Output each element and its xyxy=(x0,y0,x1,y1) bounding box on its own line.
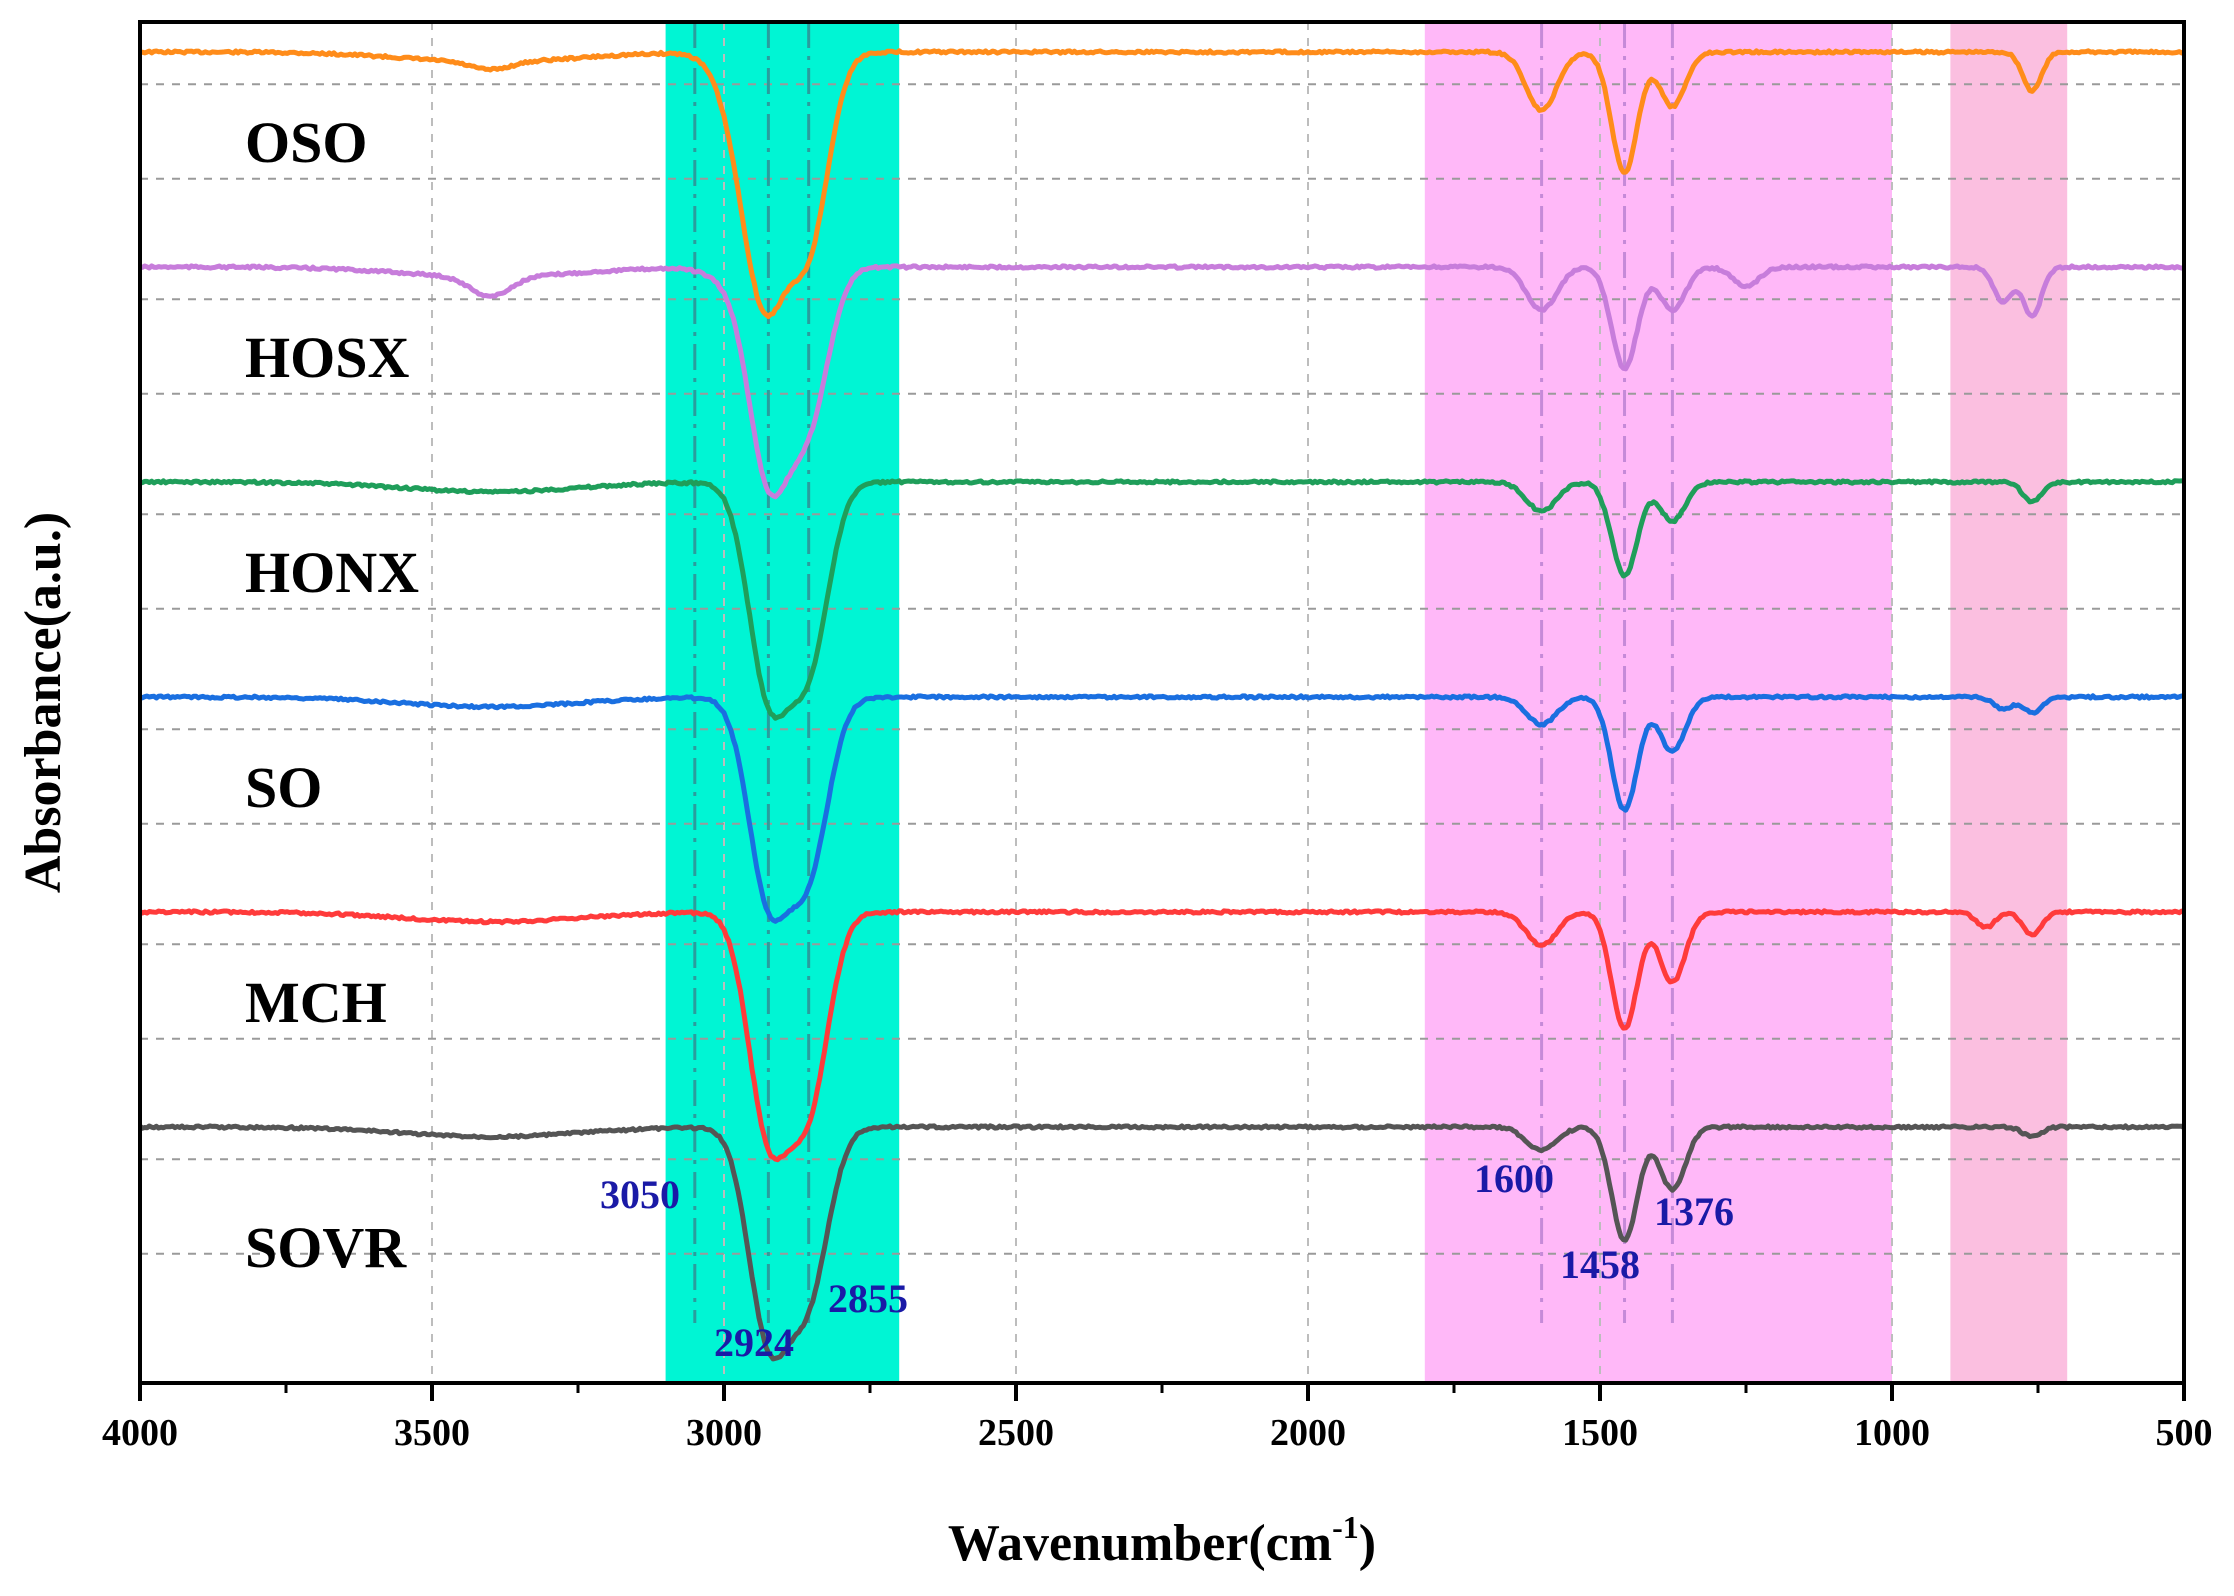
x-tick-label-500: 500 xyxy=(2156,1412,2213,1454)
series-label-oso: OSO xyxy=(245,110,368,175)
x-tick-label-2500: 2500 xyxy=(978,1412,1054,1454)
series-line-sovr xyxy=(138,1123,2186,1362)
grid-lines xyxy=(140,22,2184,1383)
peak-label-1376: 1376 xyxy=(1654,1189,1734,1234)
peak-label-1600: 1600 xyxy=(1474,1156,1554,1201)
x-tick-label-1500: 1500 xyxy=(1562,1412,1638,1454)
series-label-mch: MCH xyxy=(245,970,387,1035)
series-label-hosx: HOSX xyxy=(245,325,409,390)
peak-label-2855: 2855 xyxy=(828,1276,908,1321)
y-axis-title: Absorbance(a.u.) xyxy=(15,512,72,893)
series-line-mch xyxy=(138,908,2185,1163)
x-tick-label-2000: 2000 xyxy=(1270,1412,1346,1454)
x-tick-label-1000: 1000 xyxy=(1854,1412,1930,1454)
series-line-oso xyxy=(139,48,2186,319)
reference-lines xyxy=(693,22,1674,1323)
series-labels: OSO HOSX HONX SO MCH SOVR xyxy=(245,110,419,1280)
series-line-hosx xyxy=(139,263,2185,500)
series-label-sovr: SOVR xyxy=(245,1215,407,1280)
series-label-honx: HONX xyxy=(245,540,419,605)
peak-label-1458: 1458 xyxy=(1560,1242,1640,1287)
peak-label-3050: 3050 xyxy=(600,1172,680,1217)
x-axis-ticks: 4000 3500 3000 2500 2000 1500 1000 500 xyxy=(102,1383,2213,1454)
x-tick-label-4000: 4000 xyxy=(102,1412,178,1454)
highlight-band-2 xyxy=(1424,22,1892,1383)
x-axis-title: Wavenumber(cm-1) xyxy=(948,1509,1376,1572)
series-line-honx xyxy=(139,478,2185,721)
highlight-bands xyxy=(665,22,2068,1383)
peak-label-2924: 2924 xyxy=(714,1320,794,1365)
x-tick-label-3000: 3000 xyxy=(686,1412,762,1454)
x-tick-label-3500: 3500 xyxy=(394,1412,470,1454)
series-line-so xyxy=(138,693,2185,924)
series-lines xyxy=(138,48,2186,1362)
series-label-so: SO xyxy=(245,755,322,820)
